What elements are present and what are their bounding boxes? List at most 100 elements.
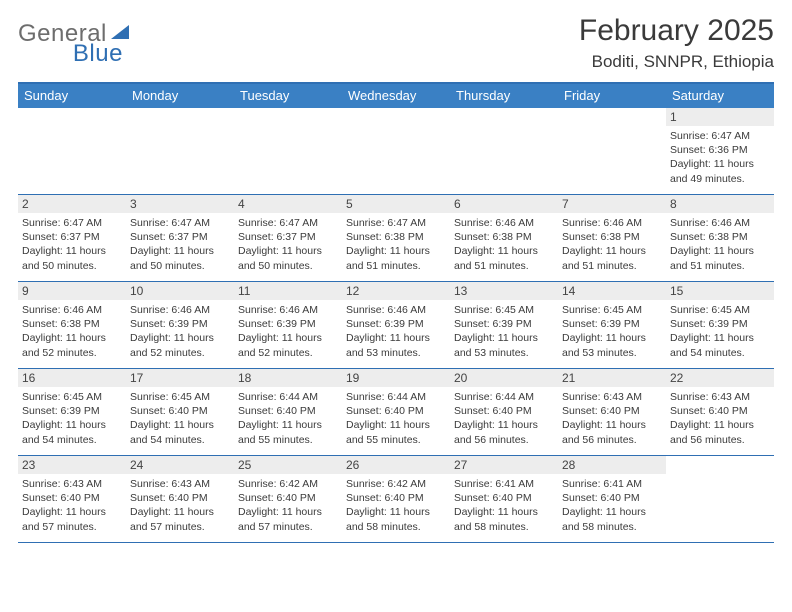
week-row: 23Sunrise: 6:43 AMSunset: 6:40 PMDayligh… [18, 456, 774, 543]
day-details: Sunrise: 6:41 AMSunset: 6:40 PMDaylight:… [562, 477, 662, 534]
daylight-text: Daylight: 11 hours and 57 minutes. [238, 505, 338, 533]
day-details: Sunrise: 6:46 AMSunset: 6:38 PMDaylight:… [670, 216, 770, 273]
sunset-text: Sunset: 6:38 PM [22, 317, 122, 331]
day-cell [234, 108, 342, 194]
sunrise-text: Sunrise: 6:46 AM [130, 303, 230, 317]
header: General Blue February 2025 Boditi, SNNPR… [18, 14, 774, 72]
sunrise-text: Sunrise: 6:42 AM [346, 477, 446, 491]
logo-word2: Blue [73, 40, 123, 68]
day-header-row: SundayMondayTuesdayWednesdayThursdayFrid… [18, 84, 774, 108]
day-cell: 14Sunrise: 6:45 AMSunset: 6:39 PMDayligh… [558, 282, 666, 368]
day-details: Sunrise: 6:45 AMSunset: 6:39 PMDaylight:… [22, 390, 122, 447]
day-number: 2 [18, 195, 126, 213]
day-cell: 12Sunrise: 6:46 AMSunset: 6:39 PMDayligh… [342, 282, 450, 368]
day-cell: 24 Sunrise: 6:43 AMSunset: 6:40 PMDayligh… [126, 456, 234, 542]
logo-triangle-icon [111, 25, 129, 39]
day-cell: 9Sunrise: 6:46 AMSunset: 6:38 PMDaylight… [18, 282, 126, 368]
sunset-text: Sunset: 6:40 PM [238, 491, 338, 505]
sunset-text: Sunset: 6:39 PM [238, 317, 338, 331]
sunrise-text: Sunrise: 6:43 AM [130, 477, 230, 491]
daylight-text: Daylight: 11 hours and 52 minutes. [22, 331, 122, 359]
day-cell: 27 Sunrise: 6:41 AMSunset: 6:40 PMDayligh… [450, 456, 558, 542]
day-cell: 7Sunrise: 6:46 AMSunset: 6:38 PMDaylight… [558, 195, 666, 281]
day-details: Sunrise: 6:47 AMSunset: 6:37 PMDaylight:… [22, 216, 122, 273]
daylight-text: Daylight: 11 hours and 52 minutes. [238, 331, 338, 359]
location: Boditi, SNNPR, Ethiopia [579, 52, 774, 72]
daylight-text: Daylight: 11 hours and 50 minutes. [130, 244, 230, 272]
day-cell [666, 456, 774, 542]
sunset-text: Sunset: 6:37 PM [238, 230, 338, 244]
sunset-text: Sunset: 6:40 PM [130, 404, 230, 418]
day-cell [450, 108, 558, 194]
sunset-text: Sunset: 6:37 PM [22, 230, 122, 244]
day-number: 18 [234, 369, 342, 387]
day-details: Sunrise: 6:45 AMSunset: 6:40 PMDaylight:… [130, 390, 230, 447]
sunrise-text: Sunrise: 6:41 AM [454, 477, 554, 491]
day-details: Sunrise: 6:44 AMSunset: 6:40 PMDaylight:… [346, 390, 446, 447]
day-header-cell: Sunday [18, 84, 126, 108]
logo: General Blue [18, 14, 123, 48]
day-cell: 22 Sunrise: 6:43 AMSunset: 6:40 PMDayligh… [666, 369, 774, 455]
week-row: 2Sunrise: 6:47 AMSunset: 6:37 PMDaylight… [18, 195, 774, 282]
day-number: 22 [666, 369, 774, 387]
day-details: Sunrise: 6:46 AMSunset: 6:38 PMDaylight:… [22, 303, 122, 360]
day-cell: 25Sunrise: 6:42 AMSunset: 6:40 PMDayligh… [234, 456, 342, 542]
sunrise-text: Sunrise: 6:46 AM [238, 303, 338, 317]
sunset-text: Sunset: 6:40 PM [454, 404, 554, 418]
day-details: Sunrise: 6:43 AMSunset: 6:40 PMDaylight:… [562, 390, 662, 447]
sunset-text: Sunset: 6:40 PM [346, 404, 446, 418]
sunrise-text: Sunrise: 6:46 AM [454, 216, 554, 230]
daylight-text: Daylight: 11 hours and 57 minutes. [22, 505, 122, 533]
day-details: Sunrise: 6:47 AMSunset: 6:37 PMDaylight:… [130, 216, 230, 273]
day-cell: 8Sunrise: 6:46 AMSunset: 6:38 PMDaylight… [666, 195, 774, 281]
sunset-text: Sunset: 6:40 PM [454, 491, 554, 505]
day-cell: 10Sunrise: 6:46 AMSunset: 6:39 PMDayligh… [126, 282, 234, 368]
sunrise-text: Sunrise: 6:46 AM [22, 303, 122, 317]
day-cell: 13Sunrise: 6:45 AMSunset: 6:39 PMDayligh… [450, 282, 558, 368]
day-cell [126, 108, 234, 194]
day-number: 27 [450, 456, 558, 474]
day-header-cell: Saturday [666, 84, 774, 108]
sunrise-text: Sunrise: 6:45 AM [562, 303, 662, 317]
sunset-text: Sunset: 6:38 PM [562, 230, 662, 244]
sunset-text: Sunset: 6:39 PM [346, 317, 446, 331]
sunset-text: Sunset: 6:37 PM [130, 230, 230, 244]
sunset-text: Sunset: 6:39 PM [22, 404, 122, 418]
daylight-text: Daylight: 11 hours and 57 minutes. [130, 505, 230, 533]
sunrise-text: Sunrise: 6:47 AM [670, 129, 770, 143]
day-number: 16 [18, 369, 126, 387]
day-header-cell: Friday [558, 84, 666, 108]
day-header-cell: Monday [126, 84, 234, 108]
daylight-text: Daylight: 11 hours and 55 minutes. [238, 418, 338, 446]
sunrise-text: Sunrise: 6:41 AM [562, 477, 662, 491]
sunrise-text: Sunrise: 6:47 AM [22, 216, 122, 230]
sunrise-text: Sunrise: 6:47 AM [346, 216, 446, 230]
day-cell: 26Sunrise: 6:42 AMSunset: 6:40 PMDayligh… [342, 456, 450, 542]
day-cell: 18Sunrise: 6:44 AMSunset: 6:40 PMDayligh… [234, 369, 342, 455]
sunset-text: Sunset: 6:39 PM [670, 317, 770, 331]
sunrise-text: Sunrise: 6:46 AM [562, 216, 662, 230]
day-details: Sunrise: 6:41 AMSunset: 6:40 PMDaylight:… [454, 477, 554, 534]
sunrise-text: Sunrise: 6:47 AM [238, 216, 338, 230]
day-cell: 28Sunrise: 6:41 AMSunset: 6:40 PMDayligh… [558, 456, 666, 542]
daylight-text: Daylight: 11 hours and 51 minutes. [562, 244, 662, 272]
sunset-text: Sunset: 6:40 PM [562, 404, 662, 418]
sunrise-text: Sunrise: 6:47 AM [130, 216, 230, 230]
day-cell [18, 108, 126, 194]
day-cell [558, 108, 666, 194]
daylight-text: Daylight: 11 hours and 53 minutes. [346, 331, 446, 359]
day-details: Sunrise: 6:46 AMSunset: 6:38 PMDaylight:… [562, 216, 662, 273]
day-number: 24 [126, 456, 234, 474]
day-details: Sunrise: 6:43 AMSunset: 6:40 PMDaylight:… [130, 477, 230, 534]
day-details: Sunrise: 6:43 AMSunset: 6:40 PMDaylight:… [22, 477, 122, 534]
daylight-text: Daylight: 11 hours and 54 minutes. [130, 418, 230, 446]
day-number: 3 [126, 195, 234, 213]
day-number: 1 [666, 108, 774, 126]
week-row: 1Sunrise: 6:47 AMSunset: 6:36 PMDaylight… [18, 108, 774, 195]
day-cell: 21Sunrise: 6:43 AMSunset: 6:40 PMDayligh… [558, 369, 666, 455]
daylight-text: Daylight: 11 hours and 53 minutes. [562, 331, 662, 359]
day-details: Sunrise: 6:43 AMSunset: 6:40 PMDaylight:… [670, 390, 770, 447]
day-number: 14 [558, 282, 666, 300]
day-number: 11 [234, 282, 342, 300]
sunset-text: Sunset: 6:36 PM [670, 143, 770, 157]
